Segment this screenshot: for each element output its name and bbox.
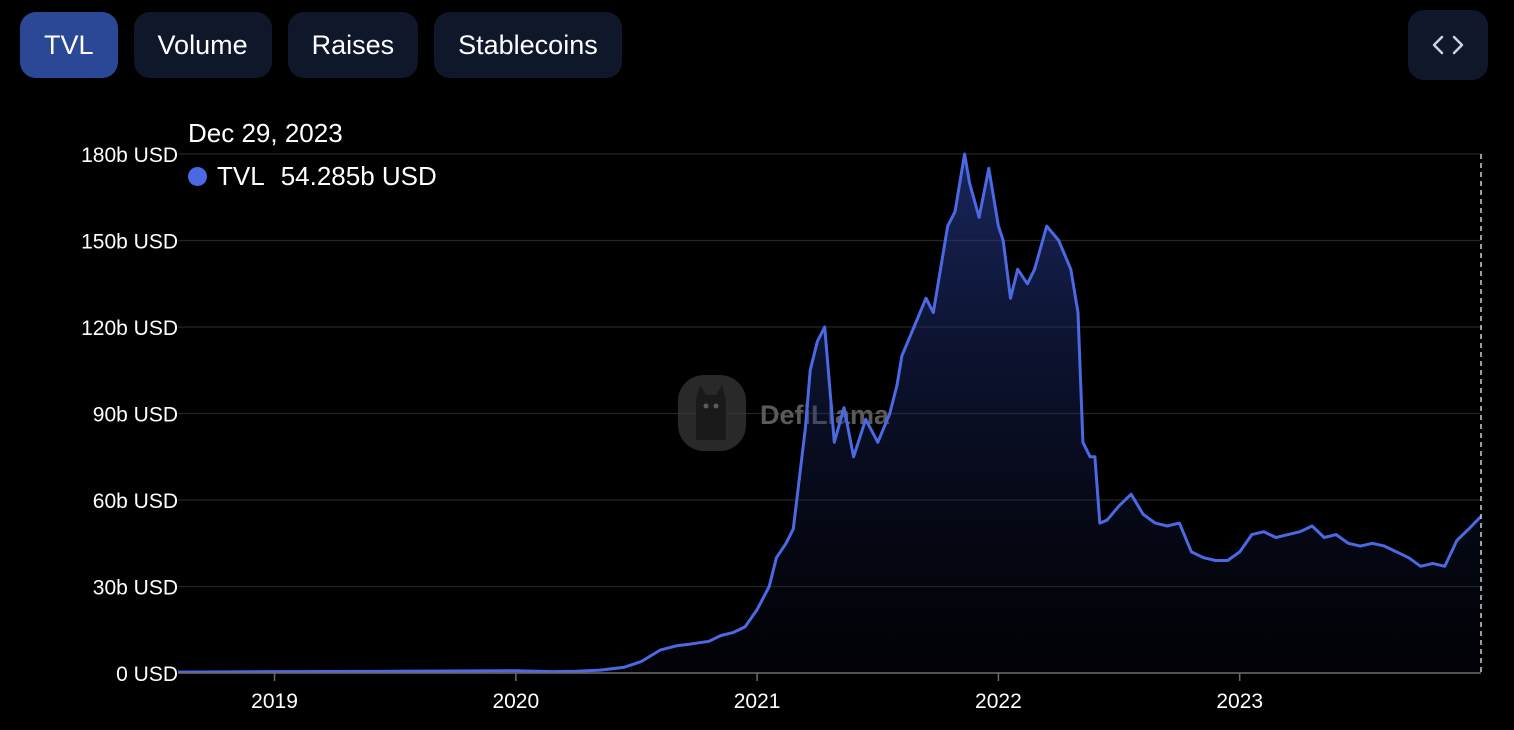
x-tick-label: 2021 [734,690,781,713]
tvl-area-fill [178,154,1481,673]
series-color-dot [188,167,207,186]
tooltip-series-value: 54.285b USD [280,161,437,191]
y-axis-labels: 0 USD 30b USD 60b USD 90b USD 120b USD 150b U… [81,144,178,686]
llama-logo-icon [678,375,746,451]
tab-stablecoins[interactable]: Stablecoins [434,12,622,78]
tab-volume[interactable]: Volume [133,12,272,78]
x-axis: 2019 2020 2021 2022 2023 [178,672,1481,713]
y-tick-label: 60b USD [93,490,178,513]
tab-raises[interactable]: Raises [287,12,419,78]
y-tick-label: 90b USD [93,404,178,427]
tooltip-series-name: TVL [217,161,265,191]
x-tick-label: 2020 [492,690,539,713]
chart-tooltip: Dec 29, 2023 TVL 54.285b USD [188,118,437,192]
tooltip-series-row: TVL 54.285b USD [188,161,437,192]
y-tick-label: 120b USD [81,317,178,340]
chart-tabs: TVL Volume Raises Stablecoins [20,12,622,78]
embed-button[interactable] [1408,10,1488,80]
x-tick-label: 2023 [1216,690,1263,713]
tvl-series-line [177,152,1483,674]
y-tick-label: 30b USD [93,577,178,600]
y-tick-label: 150b USD [81,231,178,254]
tab-tvl[interactable]: TVL [20,12,118,78]
x-tick-label: 2019 [251,690,298,713]
tooltip-date: Dec 29, 2023 [188,118,343,148]
code-brackets-icon [1432,35,1464,55]
y-tick-label: 180b USD [81,144,178,167]
x-tick-label: 2022 [975,690,1022,713]
y-tick-label: 0 USD [116,663,178,686]
